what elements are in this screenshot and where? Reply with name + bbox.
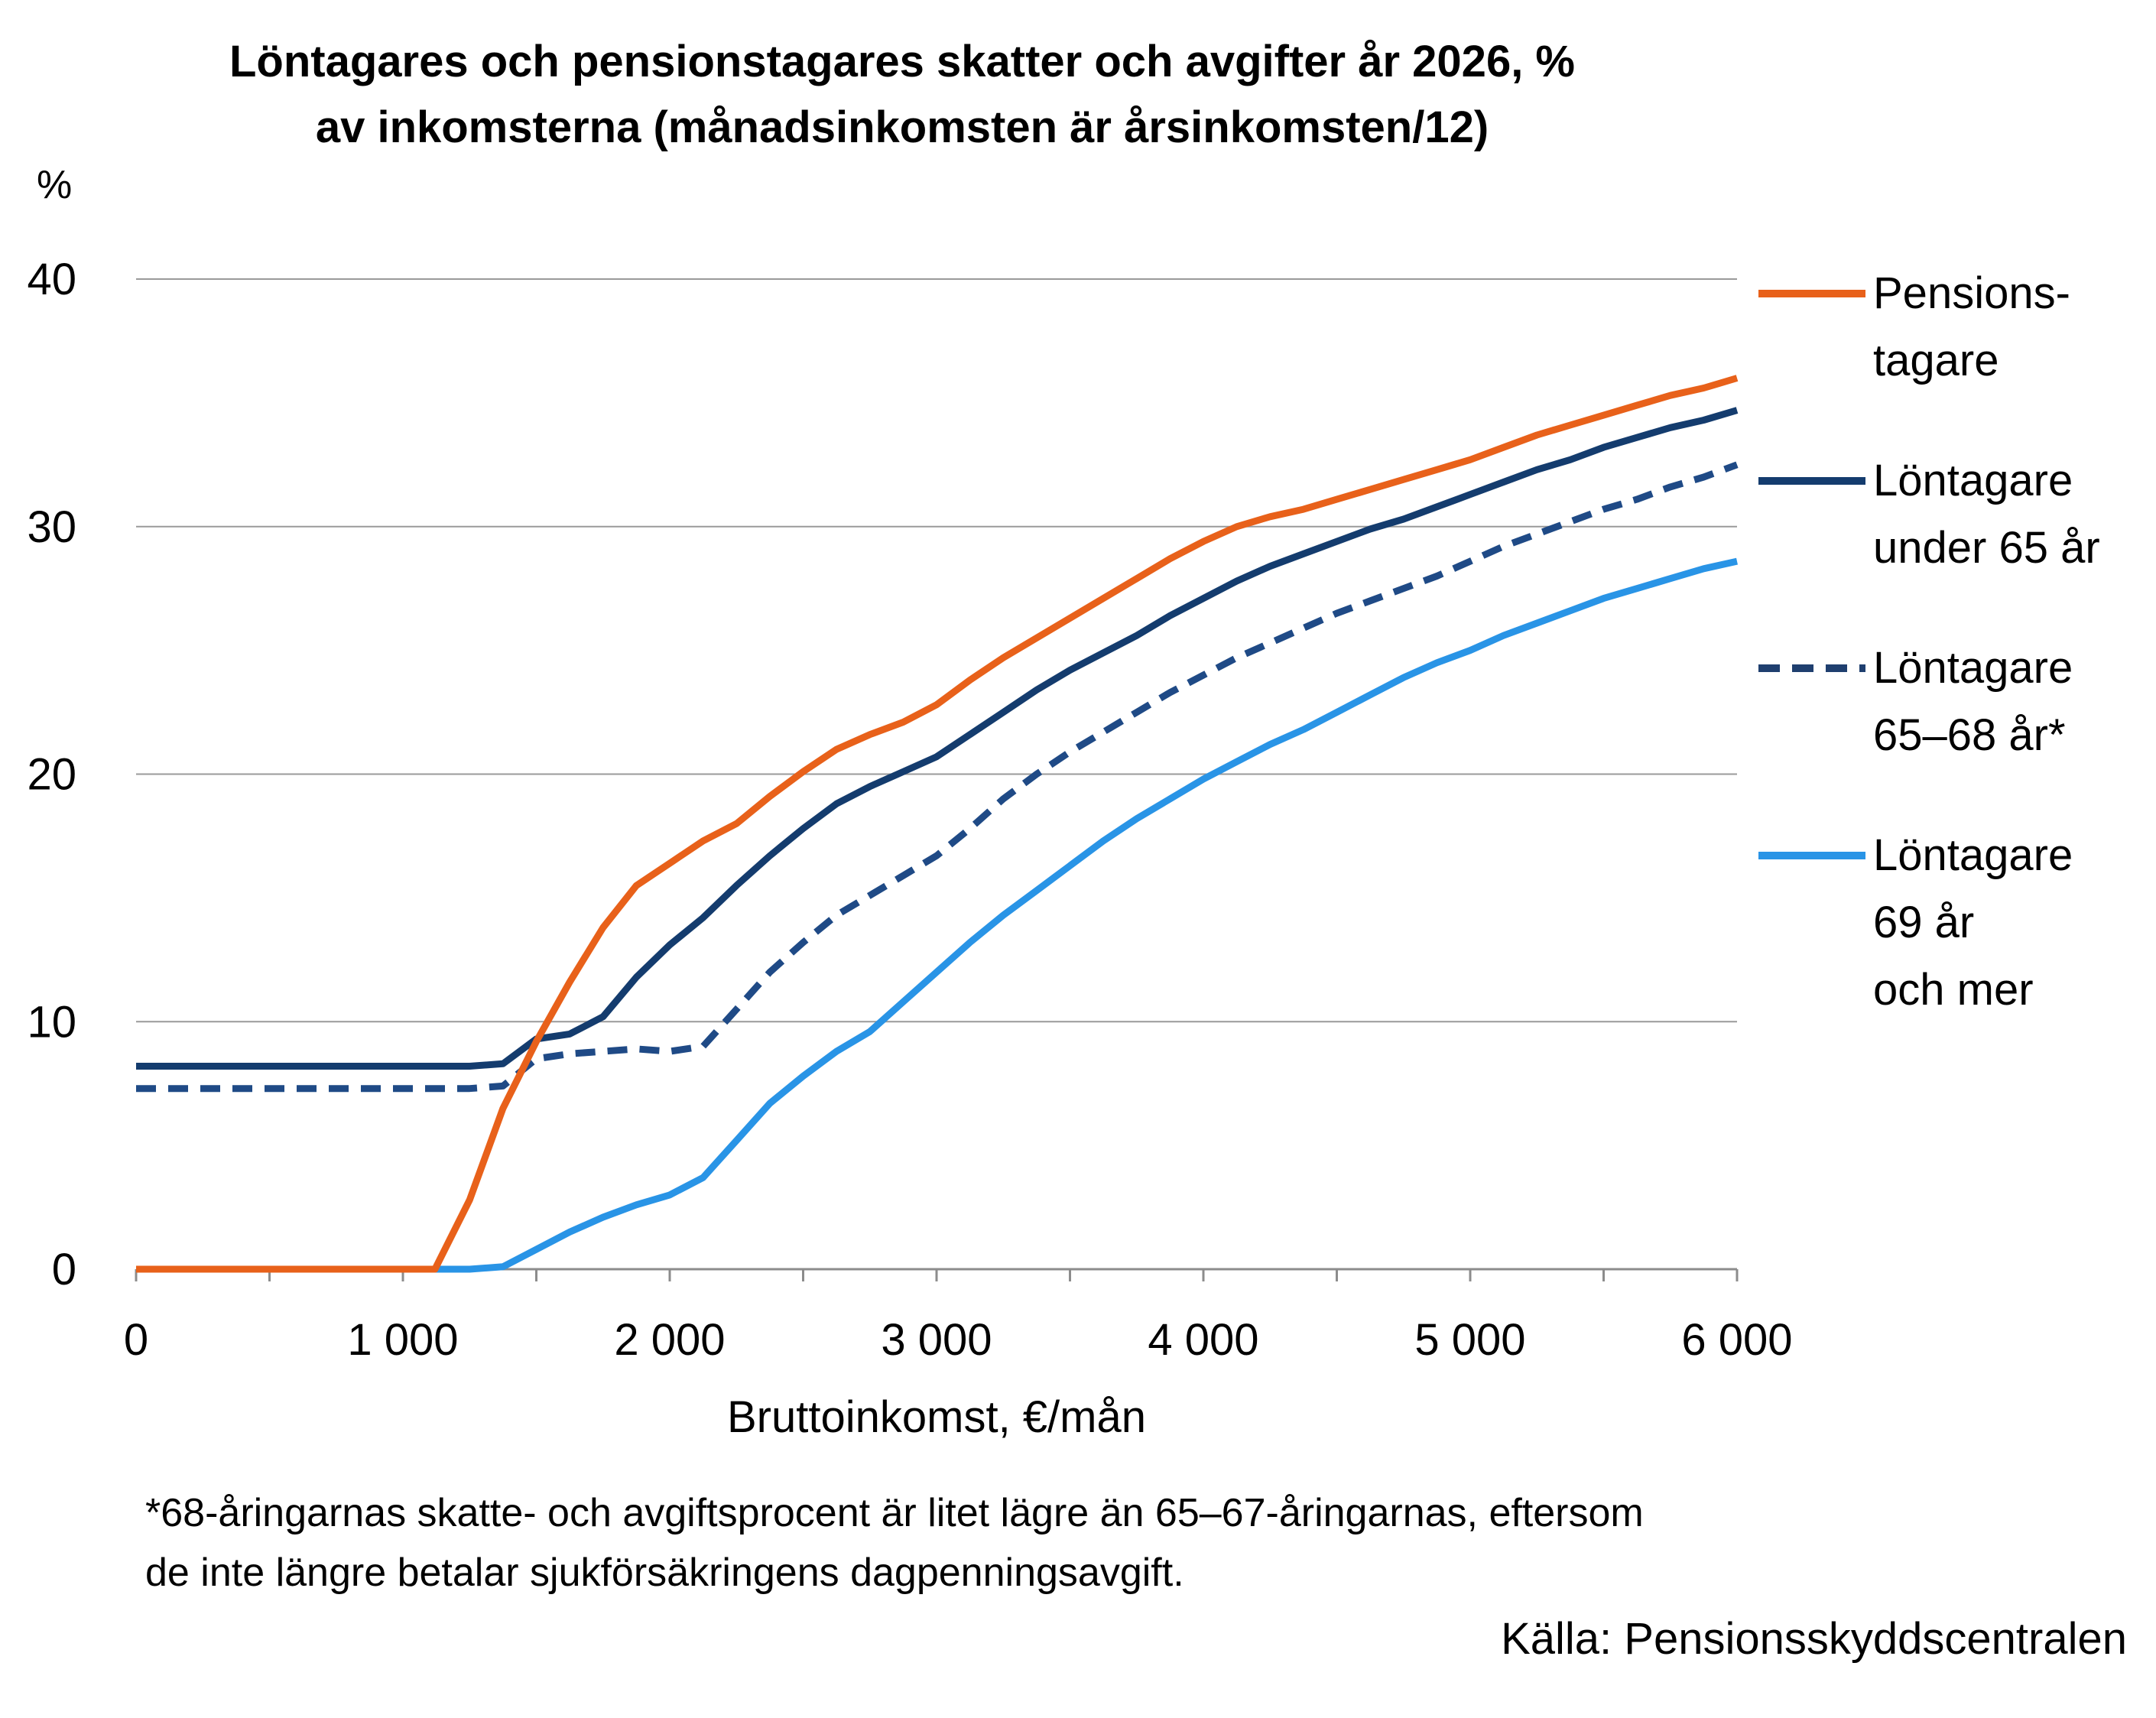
legend-label-line: under 65 år (1873, 523, 2100, 573)
footnote-line-2: de inte längre betalar sjukförsäkringens… (145, 1551, 1184, 1595)
y-tick-label: 0 (52, 1245, 76, 1294)
x-tick-label: 4 000 (1148, 1315, 1258, 1365)
pensionstagare-line (136, 375, 1739, 1273)
legend-label-line: Löntagare (1873, 456, 2073, 505)
chart-title-line-2: av inkomsterna (månadsinkomsten är årsin… (315, 102, 1489, 152)
x-tick-label: 1 000 (347, 1315, 458, 1365)
axes: 0 10 20 30 40 0 1 000 2 000 3 000 4 000 5 000 6 000 (27, 255, 1792, 1365)
x-tick-label: 3 000 (881, 1315, 992, 1365)
legend-swatch-69-plus (1758, 852, 1865, 859)
y-tick-label: 40 (27, 255, 76, 304)
legend-label-line: tagare (1873, 336, 1999, 385)
y-tick-label: 20 (27, 750, 76, 800)
gridlines (136, 278, 1737, 1023)
chart-title: Löntagares och pensionstagares skatter o… (0, 29, 1804, 161)
source-note: Källa: Pensionsskyddscentralen (1501, 1614, 2127, 1664)
under-65-line (136, 407, 1739, 1070)
y-tick-label: 10 (27, 997, 76, 1047)
legend-label-line: Löntagare (1873, 830, 2073, 880)
legend-label-line: 65–68 år* (1873, 710, 2066, 760)
x-axis-label: Bruttoinkomst, €/mån (727, 1392, 1146, 1442)
legend-swatch-pensionstagare (1758, 290, 1865, 297)
legend-label-line: och mer (1873, 965, 2034, 1015)
65-68-line (136, 461, 1739, 1093)
legend-swatch-under-65 (1758, 477, 1865, 485)
legend-label-line: Löntagare (1873, 643, 2073, 693)
y-axis-label: % (37, 163, 73, 207)
legend-swatch-65-68 (1758, 664, 1865, 672)
series-lines (136, 375, 1739, 1273)
legend-label-65-68: Löntagare 65–68 år* (1873, 635, 2073, 769)
footnote: *68-åringarnas skatte- och avgiftsprocen… (145, 1483, 1644, 1603)
chart-title-line-1: Löntagares och pensionstagares skatter o… (229, 37, 1575, 86)
footnote-line-1: *68-åringarnas skatte- och avgiftsprocen… (145, 1491, 1644, 1535)
legend-label-line: Pensions- (1873, 268, 2070, 318)
69-plus-line (136, 557, 1738, 1273)
legend-label-69-plus: Löntagare 69 år och mer (1873, 822, 2073, 1024)
x-tick-label: 6 000 (1681, 1315, 1792, 1365)
x-tick-label: 0 (124, 1315, 148, 1365)
legend-label-pensionstagare: Pensions- tagare (1873, 260, 2070, 395)
legend-label-under-65: Löntagare under 65 år (1873, 447, 2100, 582)
x-tick-label: 2 000 (614, 1315, 725, 1365)
y-tick-label: 30 (27, 502, 76, 552)
legend-label-line: 69 år (1873, 898, 1975, 947)
x-tick-label: 5 000 (1414, 1315, 1525, 1365)
